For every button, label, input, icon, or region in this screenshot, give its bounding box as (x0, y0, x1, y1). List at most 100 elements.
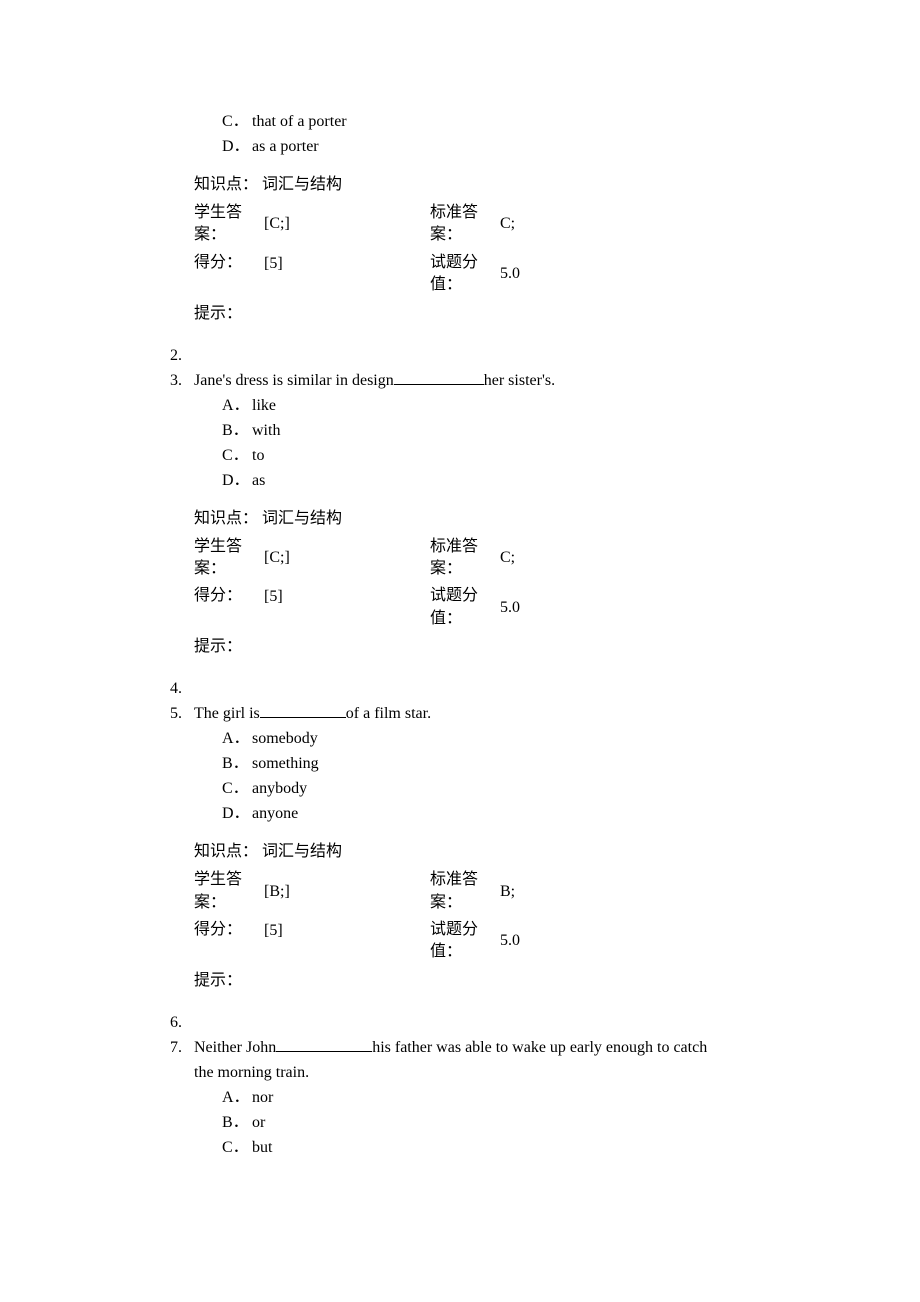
standard-value: C; (498, 202, 515, 247)
kp-value: 词汇与结构 (262, 840, 342, 864)
option-c: C．but (222, 1136, 750, 1160)
points-label: 试题分值： (430, 585, 498, 630)
option-b: B．or (222, 1111, 750, 1135)
option-letter: B． (222, 419, 252, 443)
option-text: but (252, 1136, 272, 1160)
option-d: D． as a porter (222, 135, 750, 159)
points-label: 试题分值： (430, 252, 498, 297)
score-value: [5] (262, 252, 283, 276)
student-value: [C;] (262, 536, 290, 581)
option-text: with (252, 419, 280, 443)
points-label: 试题分值： (430, 919, 498, 964)
knowledge-point-row: 知识点： 词汇与结构 (194, 173, 750, 197)
score-row: 得分： [5] 试题分值： 5.0 (194, 585, 750, 630)
option-letter: C． (222, 777, 252, 801)
stem-before: Jane's dress is similar in design (194, 372, 394, 389)
fill-blank (260, 702, 346, 718)
option-letter: C． (222, 110, 252, 134)
student-label: 学生答案： (194, 536, 262, 581)
option-c: C．anybody (222, 777, 750, 801)
student-answer-row: 学生答案： [B;] 标准答案： B; (194, 869, 750, 914)
score-value: [5] (262, 919, 283, 943)
stem-after: of a film star. (346, 705, 431, 722)
kp-value: 词汇与结构 (262, 173, 342, 197)
option-letter: D． (222, 135, 252, 159)
student-label: 学生答案： (194, 869, 262, 914)
option-letter: C． (222, 1136, 252, 1160)
question-number: 4. (170, 677, 194, 701)
question-4: 4. (170, 677, 750, 701)
option-text: anyone (252, 802, 298, 826)
score-row: 得分： [5] 试题分值： 5.0 (194, 919, 750, 964)
option-text: or (252, 1111, 265, 1135)
standard-value: B; (498, 869, 515, 914)
tip-label: 提示： (194, 969, 750, 993)
score-value: [5] (262, 585, 283, 609)
knowledge-point-row: 知识点： 词汇与结构 (194, 840, 750, 864)
option-letter: A． (222, 1086, 252, 1110)
option-text: anybody (252, 777, 307, 801)
question-6: 6. (170, 1011, 750, 1035)
question-5: 5. The girl is of a film star. A．somebody… (170, 702, 750, 993)
question-3: 3. Jane's dress is similar in designher … (170, 369, 750, 660)
standard-label: 标准答案： (430, 536, 498, 581)
score-label: 得分： (194, 919, 262, 943)
question-number: 5. (170, 702, 194, 726)
option-c: C． to (222, 444, 750, 468)
option-d: D．as (222, 469, 750, 493)
question-stem: 5. The girl is of a film star. (170, 702, 750, 726)
option-text: somebody (252, 727, 318, 751)
option-text: like (252, 394, 276, 418)
question-7: 7. Neither John his father was able to wa… (170, 1036, 750, 1160)
score-label: 得分： (194, 585, 262, 609)
question-stem: 7. Neither John his father was able to wa… (170, 1036, 750, 1060)
tip-label: 提示： (194, 302, 750, 326)
question-number: 3. (170, 369, 194, 393)
fill-blank (394, 369, 484, 385)
option-letter: D． (222, 469, 252, 493)
kp-label: 知识点： (194, 840, 262, 864)
question-1-tail: C． that of a porter D． as a porter 知识点： … (170, 110, 750, 326)
option-letter: A． (222, 727, 252, 751)
option-text: as (252, 469, 265, 493)
option-text: to (252, 444, 264, 468)
standard-value: C; (498, 536, 515, 581)
question-2: 2. (170, 344, 750, 368)
points-value: 5.0 (498, 252, 520, 297)
option-a: A．somebody (222, 727, 750, 751)
stem-before: The girl is (194, 705, 260, 722)
kp-label: 知识点： (194, 173, 262, 197)
score-label: 得分： (194, 252, 262, 276)
kp-label: 知识点： (194, 507, 262, 531)
points-value: 5.0 (498, 919, 520, 964)
question-number: 6. (170, 1011, 194, 1035)
option-b: B．something (222, 752, 750, 776)
student-value: [B;] (262, 869, 290, 914)
standard-label: 标准答案： (430, 202, 498, 247)
option-b: B．with (222, 419, 750, 443)
option-c: C． that of a porter (222, 110, 750, 134)
student-answer-row: 学生答案： [C;] 标准答案： C; (194, 536, 750, 581)
option-letter: D． (222, 802, 252, 826)
stem-after: his father was able to wake up early eno… (372, 1039, 707, 1056)
knowledge-point-row: 知识点： 词汇与结构 (194, 507, 750, 531)
option-letter: B． (222, 752, 252, 776)
option-a: A．nor (222, 1086, 750, 1110)
student-answer-row: 学生答案： [C;] 标准答案： C; (194, 202, 750, 247)
stem-before: Neither John (194, 1039, 276, 1056)
tip-label: 提示： (194, 635, 750, 659)
option-text: something (252, 752, 319, 776)
points-value: 5.0 (498, 585, 520, 630)
student-label: 学生答案： (194, 202, 262, 247)
stem-line2: the morning train. (194, 1061, 750, 1085)
student-value: [C;] (262, 202, 290, 247)
question-number: 7. (170, 1036, 194, 1060)
option-d: D．anyone (222, 802, 750, 826)
answer-info-block: 知识点： 词汇与结构 学生答案： [C;] 标准答案： C; 得分： [5] 试… (194, 507, 750, 660)
answer-info-block: 知识点： 词汇与结构 学生答案： [B;] 标准答案： B; 得分： [5] 试… (194, 840, 750, 993)
option-letter: B． (222, 1111, 252, 1135)
option-a: A．like (222, 394, 750, 418)
question-stem: 3. Jane's dress is similar in designher … (170, 369, 750, 393)
option-text: as a porter (252, 135, 319, 159)
question-number: 2. (170, 344, 194, 368)
